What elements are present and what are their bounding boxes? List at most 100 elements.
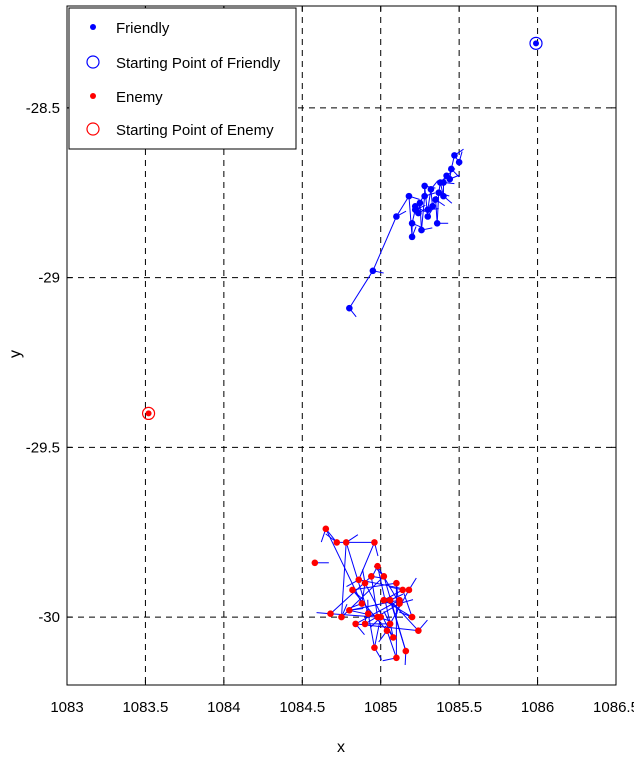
x-tick-label: 1084.5: [279, 699, 325, 716]
friendly-point: [451, 152, 458, 159]
legend-box: [68, 7, 297, 150]
engagement-line: [389, 589, 410, 625]
legend-enemy-start-label: Starting Point of Enemy: [116, 122, 274, 139]
x-tick-label: 1083.5: [122, 699, 168, 716]
enemy-point: [322, 525, 330, 533]
enemy-point: [361, 579, 369, 587]
friendly-point: [448, 165, 455, 173]
data-points: [141, 36, 543, 662]
engagement-line: [370, 576, 379, 618]
enemy-point: [386, 620, 394, 628]
x-axis-ticks: 1083 1083.5 1084 1084.5 1085 1085.5 1086 1086.5: [50, 6, 634, 716]
start-point-dot: [533, 40, 540, 47]
friendly-point: [405, 192, 413, 200]
enemy-point: [371, 644, 378, 651]
y-tick-label: -30: [38, 609, 60, 626]
enemy-point: [386, 596, 394, 604]
enemy-point: [368, 573, 375, 580]
x-tick-label: 1083: [50, 699, 83, 716]
enemy-point: [358, 600, 366, 607]
friendly-point: [393, 213, 400, 220]
y-axis-ticks: -28.5 -29 -29.5 -30: [26, 100, 616, 626]
friendly-point: [408, 219, 416, 227]
friendly-point: [369, 267, 377, 275]
engagement-line: [361, 583, 366, 604]
enemy-point: [349, 586, 356, 594]
enemy-point: [311, 559, 319, 567]
x-tick-label: 1084: [207, 699, 240, 716]
enemy-point: [371, 539, 378, 546]
friendly-point: [411, 203, 419, 210]
engagement-line: [352, 582, 397, 591]
friendly-point: [418, 226, 425, 234]
enemy-point: [342, 539, 350, 546]
enemy-point: [393, 654, 400, 662]
engagement-line: [325, 528, 363, 604]
friendly-trail-segment: [348, 270, 374, 309]
legend-friendly-label: Friendly: [116, 20, 170, 37]
enemy-point: [408, 613, 416, 621]
friendly-point: [415, 209, 422, 217]
enemy-point: [346, 607, 353, 614]
friendly-point: [427, 186, 435, 193]
friendly-point: [429, 203, 436, 210]
x-tick-label: 1086.5: [593, 699, 634, 716]
enemy-point: [377, 613, 385, 621]
enemy-point: [405, 586, 413, 594]
friendly-point: [440, 179, 447, 186]
x-axis-title: x: [337, 739, 345, 756]
engagement-line: [383, 589, 403, 601]
engagement-line: [364, 603, 400, 625]
y-tick-label: -29.5: [26, 439, 60, 456]
start-point-marker: [529, 36, 543, 50]
x-tick-label: 1086: [521, 699, 554, 716]
engagement-line: [367, 613, 375, 648]
enemy-point: [352, 620, 359, 628]
friendly-point: [416, 199, 424, 207]
legend-friendly-marker: [90, 24, 96, 30]
engagement-line: [341, 542, 347, 618]
y-axis-title: y: [7, 350, 24, 358]
enemy-point: [355, 576, 363, 584]
enemy-point: [383, 627, 391, 634]
enemy-point: [364, 610, 372, 618]
friendly-point: [346, 304, 353, 312]
enemy-point: [399, 586, 406, 594]
enemy-point: [338, 613, 345, 621]
legend-friendly-start-label: Starting Point of Friendly: [116, 55, 281, 72]
friendly-trail-segment: [372, 216, 397, 272]
enemy-point: [415, 627, 422, 634]
friendly-point: [455, 158, 463, 166]
legend: Friendly Starting Point of Friendly Enem…: [68, 7, 297, 150]
enemy-point: [327, 610, 334, 618]
enemy-point: [393, 579, 400, 587]
enemy-point: [380, 596, 388, 604]
legend-friendly-start-marker: [86, 55, 100, 69]
friendly-trail-segment: [408, 196, 413, 237]
legend-enemy-label: Enemy: [116, 89, 163, 106]
engagement-line: [402, 589, 413, 618]
friendly-trail-segment: [420, 196, 426, 231]
start-point-marker: [141, 406, 156, 420]
plot-frame: [66, 5, 617, 686]
y-tick-label: -29: [38, 270, 60, 287]
friendly-point: [424, 213, 432, 220]
y-tick-label: -28.5: [26, 100, 60, 117]
enemy-point: [374, 562, 381, 570]
start-point-dot: [145, 410, 152, 417]
engagement-line: [358, 542, 375, 580]
friendly-trail-segment: [395, 195, 410, 217]
friendly-point: [440, 192, 447, 200]
friendly-trail-segment: [427, 189, 432, 210]
engagement-line: [373, 616, 382, 648]
enemy-point: [361, 620, 369, 628]
engagement-line: [386, 630, 397, 659]
legend-enemy-marker: [90, 93, 96, 99]
friendly-point: [421, 192, 428, 200]
friendly-point: [435, 189, 443, 197]
x-tick-label: 1085: [364, 699, 397, 716]
friendly-point: [408, 233, 416, 241]
x-tick-label: 1085.5: [436, 699, 482, 716]
enemy-point: [380, 573, 388, 580]
friendly-point: [446, 175, 454, 183]
